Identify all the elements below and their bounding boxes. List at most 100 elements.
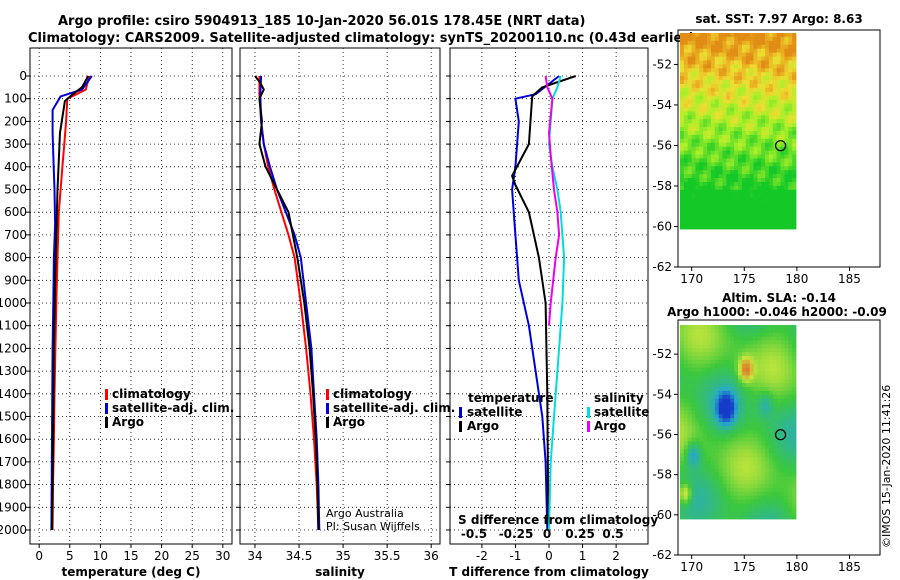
map-cell — [776, 356, 781, 361]
map-cell — [772, 456, 778, 462]
map-cell — [757, 146, 762, 151]
top-tick-label: 0 — [543, 527, 551, 541]
map-cell — [749, 95, 754, 101]
map-cell — [780, 119, 785, 124]
map-cell — [683, 87, 689, 93]
map-cell — [753, 460, 758, 466]
map-cell — [703, 64, 708, 69]
map-cell — [780, 205, 785, 210]
map-cell — [784, 134, 789, 140]
map-cell — [687, 174, 692, 179]
map-cell — [792, 344, 797, 349]
map-cell — [772, 491, 778, 497]
map-cell — [761, 456, 766, 462]
map-cell — [680, 80, 685, 85]
map-cell — [772, 52, 778, 57]
map-cell — [683, 185, 689, 191]
map-cell — [749, 406, 754, 411]
map-cell — [714, 356, 720, 361]
map-cell — [726, 340, 731, 345]
map-y-tick-label: -62 — [652, 548, 672, 562]
map-cell — [792, 64, 797, 69]
map-cell — [761, 418, 766, 423]
map-cell — [761, 60, 766, 65]
map-cell — [741, 174, 747, 179]
map-cell — [757, 491, 762, 497]
map-cell — [699, 394, 704, 400]
map-cell — [761, 383, 766, 388]
map-cell — [768, 178, 774, 183]
map-y-tick-label: -52 — [652, 57, 672, 71]
map-cell — [792, 387, 797, 392]
map-cell — [695, 352, 700, 357]
map-cell — [687, 418, 692, 423]
map-cell — [730, 429, 735, 435]
map-cell — [695, 441, 700, 446]
pi-text: PI: Susan Wijffels — [326, 520, 420, 533]
map-cell — [784, 402, 789, 407]
map-cell — [730, 209, 735, 214]
map-cell — [683, 449, 689, 454]
map-cell — [792, 472, 797, 477]
map-cell — [788, 495, 793, 500]
map-cell — [749, 44, 754, 50]
map-cell — [710, 119, 716, 124]
map-cell — [768, 449, 774, 454]
map-cell — [683, 480, 689, 485]
map-x-tick-label: 185 — [838, 560, 861, 574]
map-cell — [734, 511, 739, 516]
map-cell — [707, 453, 712, 458]
map-cell — [741, 503, 747, 508]
map-cell — [699, 170, 704, 175]
map-cell — [699, 99, 704, 104]
map-cell — [691, 484, 696, 489]
map-cell — [738, 44, 743, 50]
map-cell — [749, 48, 754, 53]
map-cell — [792, 205, 797, 210]
map-cell — [683, 174, 689, 179]
map-cell — [780, 170, 785, 175]
map-cell — [792, 433, 797, 438]
map-cell — [776, 103, 781, 108]
map-cell — [738, 359, 743, 365]
map-cell — [734, 64, 739, 69]
map-cell — [772, 197, 778, 202]
map-cell — [768, 332, 774, 338]
map-cell — [784, 205, 789, 210]
map-cell — [699, 422, 704, 427]
map-cell — [722, 336, 727, 341]
map-cell — [745, 484, 750, 489]
map-cell — [695, 178, 700, 183]
map-cell — [776, 484, 781, 489]
map-cell — [765, 507, 770, 512]
map-cell — [726, 344, 731, 349]
map-cell — [772, 119, 778, 124]
map-cell — [745, 83, 750, 89]
map-cell — [784, 394, 789, 400]
map-cell — [784, 60, 789, 65]
map-cell — [749, 64, 754, 69]
map-cell — [738, 76, 743, 81]
map-cell — [768, 445, 774, 450]
map-cell — [687, 371, 692, 376]
map-cell — [734, 422, 739, 427]
map-cell — [718, 209, 723, 214]
map-cell — [745, 107, 750, 112]
map-cell — [730, 76, 735, 81]
map-cell — [772, 352, 778, 357]
map-cell — [776, 44, 781, 50]
map-cell — [734, 503, 739, 508]
map-cell — [734, 359, 739, 365]
map-cell — [718, 123, 723, 128]
map-cell — [710, 402, 716, 407]
map-cell — [691, 95, 696, 101]
map-cell — [707, 154, 712, 159]
map-cell — [734, 456, 739, 462]
map-cell — [765, 332, 770, 338]
map-cell — [792, 328, 797, 334]
map-cell — [738, 336, 743, 341]
map-cell — [792, 394, 797, 400]
map-cell — [738, 83, 743, 89]
map-cell — [710, 72, 716, 77]
map-cell — [718, 464, 723, 469]
